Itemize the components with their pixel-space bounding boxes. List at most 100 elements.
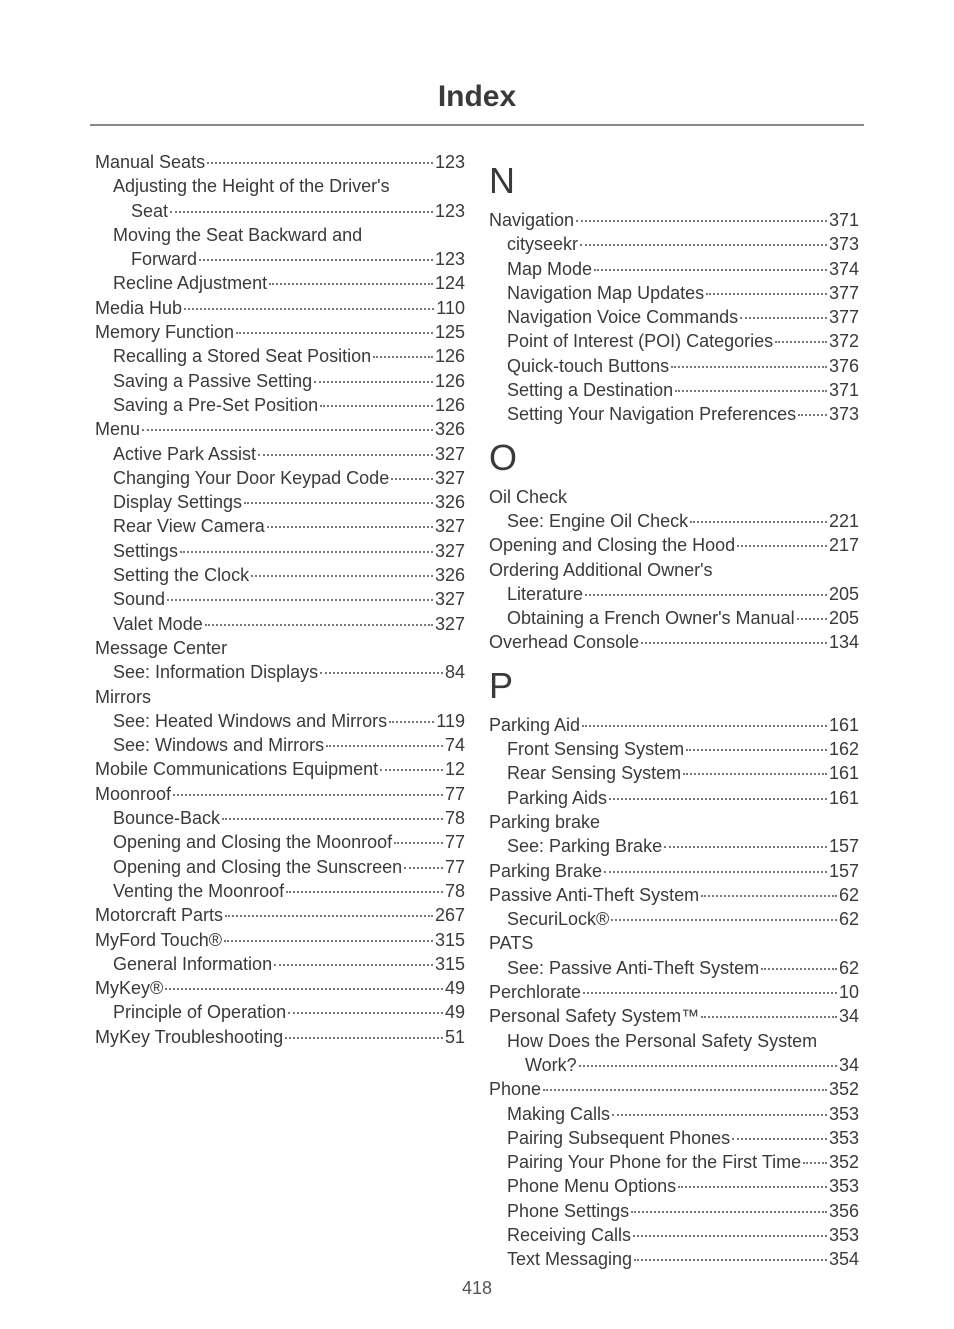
leader-dots (267, 526, 433, 528)
index-entry: Oil Check (489, 485, 859, 509)
index-entry: Principle of Operation 49 (95, 1000, 465, 1024)
index-entry: Personal Safety System™34 (489, 1004, 859, 1028)
index-col-right: NNavigation371cityseekr373Map Mode374Nav… (489, 150, 859, 1272)
leader-dots (389, 721, 434, 723)
leader-dots (373, 356, 433, 358)
leader-dots (576, 220, 827, 222)
entry-page: 161 (829, 786, 859, 810)
index-entry: MyFord Touch®315 (95, 928, 465, 952)
entry-label: Mobile Communications Equipment (95, 757, 378, 781)
entry-label: Recline Adjustment (113, 271, 267, 295)
leader-dots (167, 599, 433, 601)
section-letter: P (489, 665, 859, 707)
leader-dots (173, 794, 443, 796)
entry-page: 377 (829, 305, 859, 329)
index-entry: Point of Interest (POI) Categories372 (489, 329, 859, 353)
index-entry: Receiving Calls 353 (489, 1223, 859, 1247)
entry-label: Map Mode (507, 257, 592, 281)
index-entry: Parking Aids 161 (489, 786, 859, 810)
entry-page: 157 (829, 834, 859, 858)
entry-page: 51 (445, 1025, 465, 1049)
entry-label: Saving a Passive Setting (113, 369, 312, 393)
index-entry-cont: Seat123 (95, 199, 465, 223)
leader-dots (391, 478, 433, 480)
entry-label: Parking Aid (489, 713, 580, 737)
leader-dots (798, 414, 827, 416)
leader-dots (180, 551, 433, 553)
index-entry: Mobile Communications Equipment 12 (95, 757, 465, 781)
leader-dots (170, 211, 433, 213)
index-entry: Setting Your Navigation Preferences373 (489, 402, 859, 426)
entry-label: Navigation (489, 208, 574, 232)
index-entry: Menu326 (95, 417, 465, 441)
entry-page: 110 (436, 296, 465, 320)
leader-dots (258, 454, 433, 456)
index-entry: Changing Your Door Keypad Code327 (95, 466, 465, 490)
entry-page: 34 (839, 1004, 859, 1028)
entry-page: 327 (435, 587, 465, 611)
entry-page: 371 (829, 378, 859, 402)
entry-page: 84 (445, 660, 465, 684)
index-entry: Media Hub110 (95, 296, 465, 320)
leader-dots (604, 871, 827, 873)
index-entry: See: Passive Anti-Theft System62 (489, 956, 859, 980)
entry-label: Sound (113, 587, 165, 611)
entry-label: Display Settings (113, 490, 242, 514)
index-col-left: Manual Seats123Adjusting the Height of t… (95, 150, 465, 1049)
entry-page: 326 (435, 417, 465, 441)
entry-label: See: Windows and Mirrors (113, 733, 324, 757)
index-entry: Phone Menu Options353 (489, 1174, 859, 1198)
index-entry: Display Settings326 (95, 490, 465, 514)
entry-page: 123 (435, 150, 465, 174)
entry-label: Settings (113, 539, 178, 563)
leader-dots (582, 725, 827, 727)
index-entry: Pairing Your Phone for the First Time352 (489, 1150, 859, 1174)
leader-dots (404, 867, 443, 869)
index-entry: See: Engine Oil Check221 (489, 509, 859, 533)
leader-dots (631, 1211, 827, 1213)
entry-page: 12 (445, 757, 465, 781)
index-entry: Mirrors (95, 685, 465, 709)
entry-label: Valet Mode (113, 612, 203, 636)
index-entry: Saving a Pre-Set Position 126 (95, 393, 465, 417)
index-entry-cont: Literature205 (489, 582, 859, 606)
index-entry: Quick-touch Buttons376 (489, 354, 859, 378)
index-entry: Sound 327 (95, 587, 465, 611)
entry-label: Principle of Operation (113, 1000, 286, 1024)
entry-page: 126 (435, 393, 465, 417)
index-entry: PATS (489, 931, 859, 955)
entry-label: Adjusting the Height of the Driver's (113, 174, 390, 198)
leader-dots (609, 798, 827, 800)
entry-page: 77 (445, 855, 465, 879)
leader-dots (225, 915, 433, 917)
entry-label: Passive Anti-Theft System (489, 883, 699, 907)
entry-page: 353 (829, 1223, 859, 1247)
leader-dots (320, 405, 433, 407)
leader-dots (165, 988, 443, 990)
index-columns: Manual Seats123Adjusting the Height of t… (95, 150, 859, 1229)
entry-label: cityseekr (507, 232, 578, 256)
entry-page: 373 (829, 232, 859, 256)
entry-label: Saving a Pre-Set Position (113, 393, 318, 417)
index-entry: Navigation371 (489, 208, 859, 232)
entry-page: 126 (435, 369, 465, 393)
entry-page: 49 (445, 1000, 465, 1024)
leader-dots (803, 1162, 827, 1164)
entry-label: Receiving Calls (507, 1223, 631, 1247)
index-entry: Setting the Clock326 (95, 563, 465, 587)
entry-page: 125 (435, 320, 465, 344)
entry-label: Opening and Closing the Moonroof (113, 830, 392, 854)
entry-page: 327 (435, 442, 465, 466)
entry-label: Phone Menu Options (507, 1174, 676, 1198)
entry-label: Parking Aids (507, 786, 607, 810)
entry-label: Setting a Destination (507, 378, 673, 402)
entry-page: 327 (435, 466, 465, 490)
leader-dots (199, 259, 433, 261)
entry-page: 34 (839, 1053, 859, 1077)
entry-page: 161 (829, 713, 859, 737)
leader-dots (671, 366, 827, 368)
entry-page: 205 (829, 582, 859, 606)
index-entry: Parking Brake157 (489, 859, 859, 883)
leader-dots (274, 964, 433, 966)
entry-page: 327 (435, 612, 465, 636)
